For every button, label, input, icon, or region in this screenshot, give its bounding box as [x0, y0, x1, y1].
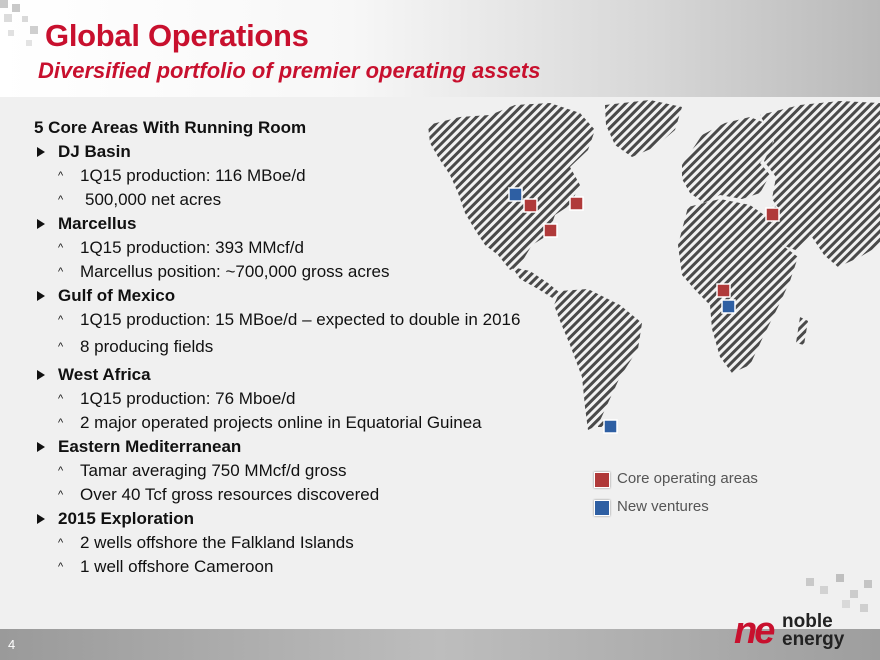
south-america-shape: [554, 289, 642, 430]
marker-west-africa: [716, 283, 731, 298]
new-swatch: [594, 500, 610, 516]
logo-word-noble: noble: [782, 611, 833, 632]
middle-east-shape: [772, 205, 810, 251]
logo-mark: ne: [734, 610, 775, 652]
caret-bullet-icon: ^: [58, 537, 64, 549]
caret-bullet-icon: ^: [58, 393, 64, 405]
section-eastern-mediterranean: Eastern Mediterranean: [34, 435, 554, 459]
marker-new-venture-falklands: [603, 419, 618, 434]
core-areas-heading: 5 Core Areas With Running Room: [34, 118, 307, 137]
core-swatch: [594, 472, 610, 488]
caret-bullet-icon: ^: [58, 266, 64, 278]
caret-bullet-icon: ^: [58, 242, 64, 254]
caret-bullet-icon: ^: [58, 170, 64, 182]
section-gulf-of-mexico: Gulf of Mexico: [34, 284, 554, 308]
slide-footer: 4: [0, 629, 880, 660]
list-item: ^ Over 40 Tcf gross resources discovered: [34, 483, 550, 507]
list-item: ^ 500,000 net acres: [34, 188, 550, 212]
caret-bullet-icon: ^: [58, 194, 64, 206]
north-america-shape: [428, 103, 595, 270]
slide-header: Global Operations Diversified portfolio …: [0, 0, 880, 97]
triangle-bullet-icon: [37, 291, 45, 301]
list-item: ^ Tamar averaging 750 MMcf/d gross: [34, 459, 550, 483]
slide-title: Global Operations: [45, 18, 309, 53]
triangle-bullet-icon: [37, 147, 45, 157]
slide-subtitle: Diversified portfolio of premier operati…: [38, 58, 541, 83]
triangle-bullet-icon: [37, 514, 45, 524]
marker-dj-basin: [523, 198, 538, 213]
triangle-bullet-icon: [37, 442, 45, 452]
core-areas-list: 5 Core Areas With Running Room DJ Basin …: [34, 116, 554, 579]
africa-shape: [678, 199, 798, 373]
marker-eastern-mediterranean: [765, 207, 780, 222]
list-item: ^ 1Q15 production: 116 MBoe/d: [34, 164, 550, 188]
list-item: ^ 1Q15 production: 393 MMcf/d: [34, 236, 550, 260]
legend-core-label: Core operating areas: [617, 470, 758, 487]
greenland-shape: [605, 100, 682, 157]
marker-new-venture-north-america: [508, 187, 523, 202]
page-number: 4: [8, 637, 16, 652]
world-map-icon: [428, 100, 880, 434]
marker-marcellus: [569, 196, 584, 211]
logo-word-energy: energy: [782, 629, 845, 650]
asia-shape: [760, 101, 880, 267]
legend-new-label: New ventures: [617, 498, 709, 515]
marker-gulf-of-mexico: [543, 223, 558, 238]
section-dj-basin: DJ Basin: [34, 140, 554, 164]
central-america-shape: [512, 267, 560, 299]
europe-shape: [682, 117, 775, 203]
section-marcellus: Marcellus: [34, 212, 554, 236]
caret-bullet-icon: ^: [58, 465, 64, 477]
list-item: ^ 1 well offshore Cameroon: [34, 555, 550, 579]
caret-bullet-icon: ^: [58, 314, 64, 326]
list-item: ^ 1Q15 production: 15 MBoe/d – expected t…: [34, 308, 550, 331]
list-item: ^ 2 wells offshore the Falkland Islands: [34, 531, 550, 555]
list-item: ^ Marcellus position: ~700,000 gross acre…: [34, 260, 550, 284]
list-item: ^ 1Q15 production: 76 Mboe/d: [34, 387, 550, 411]
list-item: ^ 8 producing fields: [34, 335, 550, 359]
noble-energy-logo: ne noble energy: [734, 610, 874, 656]
caret-bullet-icon: ^: [58, 489, 64, 501]
triangle-bullet-icon: [37, 370, 45, 380]
marker-new-venture-cameroon: [721, 299, 736, 314]
caret-bullet-icon: ^: [58, 341, 64, 353]
triangle-bullet-icon: [37, 219, 45, 229]
caret-bullet-icon: ^: [58, 417, 64, 429]
list-item: ^ 2 major operated projects online in Equ…: [34, 411, 550, 435]
caret-bullet-icon: ^: [58, 561, 64, 573]
section-west-africa: West Africa: [34, 363, 554, 387]
section-2015-exploration: 2015 Exploration: [34, 507, 554, 531]
madagascar-shape: [796, 317, 808, 345]
